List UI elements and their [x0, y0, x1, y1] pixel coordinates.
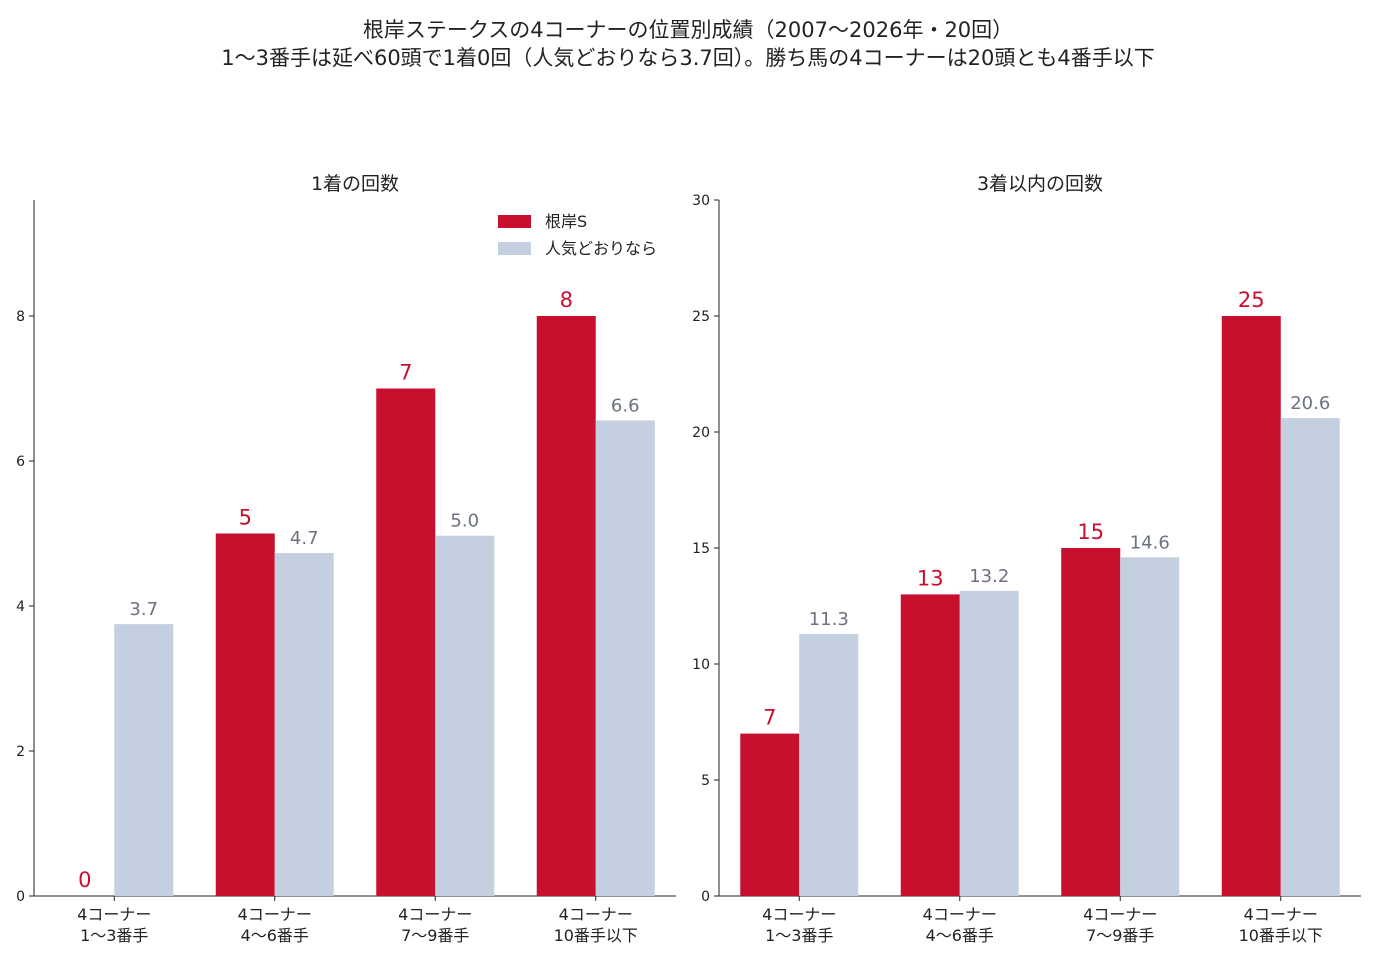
x-tick-label: 4コーナー [559, 905, 633, 924]
bar-value-label-expected: 4.7 [290, 528, 319, 549]
bar-actual [1061, 548, 1121, 896]
x-tick-label: 4〜6番手 [241, 926, 309, 945]
y-tick-label: 2 [16, 744, 25, 760]
chart-panel-2: 3着以内の回数 0 5 10 15 20 25 30 7 11.3 4コーナー 1〜3番手 13 13.2… [692, 173, 1361, 945]
legend: 根岸S 人気どおりなら [498, 212, 657, 258]
y-tick-label: 0 [701, 889, 710, 905]
bar-value-label-actual: 0 [78, 868, 91, 892]
bar-expected [595, 420, 655, 896]
bar-value-label-actual: 13 [917, 566, 944, 590]
bar-value-label-actual: 25 [1238, 288, 1265, 312]
chart-title: 3着以内の回数 [977, 173, 1103, 195]
bar-actual [900, 594, 960, 896]
bar-value-label-expected: 13.2 [969, 566, 1009, 587]
legend-label-expected: 人気どおりなら [545, 239, 657, 258]
x-tick-label: 7〜9番手 [401, 926, 469, 945]
bar-actual [536, 316, 596, 896]
bar-expected [435, 535, 495, 896]
bar-expected [274, 553, 334, 896]
legend-swatch-expected [498, 242, 531, 255]
bar-expected [959, 590, 1019, 896]
bar-actual [215, 533, 275, 896]
x-tick-label: 4〜6番手 [926, 926, 994, 945]
y-tick-label: 15 [692, 541, 710, 557]
x-tick-label: 4コーナー [1244, 905, 1318, 924]
legend-label-actual: 根岸S [545, 212, 587, 231]
x-tick-label: 10番手以下 [554, 926, 638, 945]
bar-actual [1221, 316, 1281, 896]
bar-value-label-expected: 14.6 [1130, 532, 1170, 553]
bar-value-label-actual: 7 [399, 361, 412, 385]
bar-value-label-expected: 11.3 [809, 609, 849, 630]
x-tick-label: 4コーナー [762, 905, 836, 924]
chart-title: 1着の回数 [311, 173, 399, 195]
x-tick-label: 4コーナー [1083, 905, 1157, 924]
bar-value-label-expected: 3.7 [129, 599, 158, 620]
y-tick-label: 20 [692, 425, 710, 441]
y-tick-label: 6 [16, 454, 25, 470]
bar-value-label-expected: 6.6 [611, 395, 640, 416]
bar-value-label-actual: 7 [763, 706, 776, 730]
bar-expected [114, 624, 174, 896]
x-tick-label: 4コーナー [923, 905, 997, 924]
bar-actual [740, 733, 800, 896]
bar-value-label-expected: 5.0 [450, 511, 479, 532]
figure-title-line-1: 根岸ステークスの4コーナーの位置別成績（2007〜2026年・20回） [362, 18, 1014, 42]
chart-panel-1: 1着の回数 0 2 4 6 8 0 3.7 4コーナー 1〜3番手 5 4.7 4コーナー 4〜6番手 7 5… [16, 173, 676, 945]
y-tick-label: 10 [692, 657, 710, 673]
bar-value-label-actual: 5 [239, 506, 252, 530]
y-tick-label: 5 [701, 773, 710, 789]
bar-value-label-actual: 15 [1077, 520, 1104, 544]
y-tick-label: 8 [16, 309, 25, 325]
y-tick-label: 4 [16, 599, 25, 615]
legend-swatch-actual [498, 215, 531, 228]
bar-expected [799, 633, 859, 896]
x-tick-label: 7〜9番手 [1086, 926, 1154, 945]
y-tick-label: 0 [16, 889, 25, 905]
y-tick-label: 25 [692, 309, 710, 325]
bar-actual [376, 388, 436, 896]
x-tick-label: 4コーナー [238, 905, 312, 924]
x-tick-label: 1〜3番手 [80, 926, 148, 945]
x-tick-label: 4コーナー [398, 905, 472, 924]
x-tick-label: 1〜3番手 [765, 926, 833, 945]
bar-expected [1280, 418, 1340, 896]
y-tick-label: 30 [692, 193, 710, 209]
x-tick-label: 4コーナー [77, 905, 151, 924]
bar-value-label-actual: 8 [560, 288, 573, 312]
bar-expected [1120, 557, 1180, 896]
figure-title-line-2: 1〜3番手は延べ60頭で1着0回（人気どおりなら3.7回）。勝ち馬の4コーナーは… [221, 46, 1155, 70]
x-tick-label: 10番手以下 [1239, 926, 1323, 945]
bar-value-label-expected: 20.6 [1290, 393, 1330, 414]
